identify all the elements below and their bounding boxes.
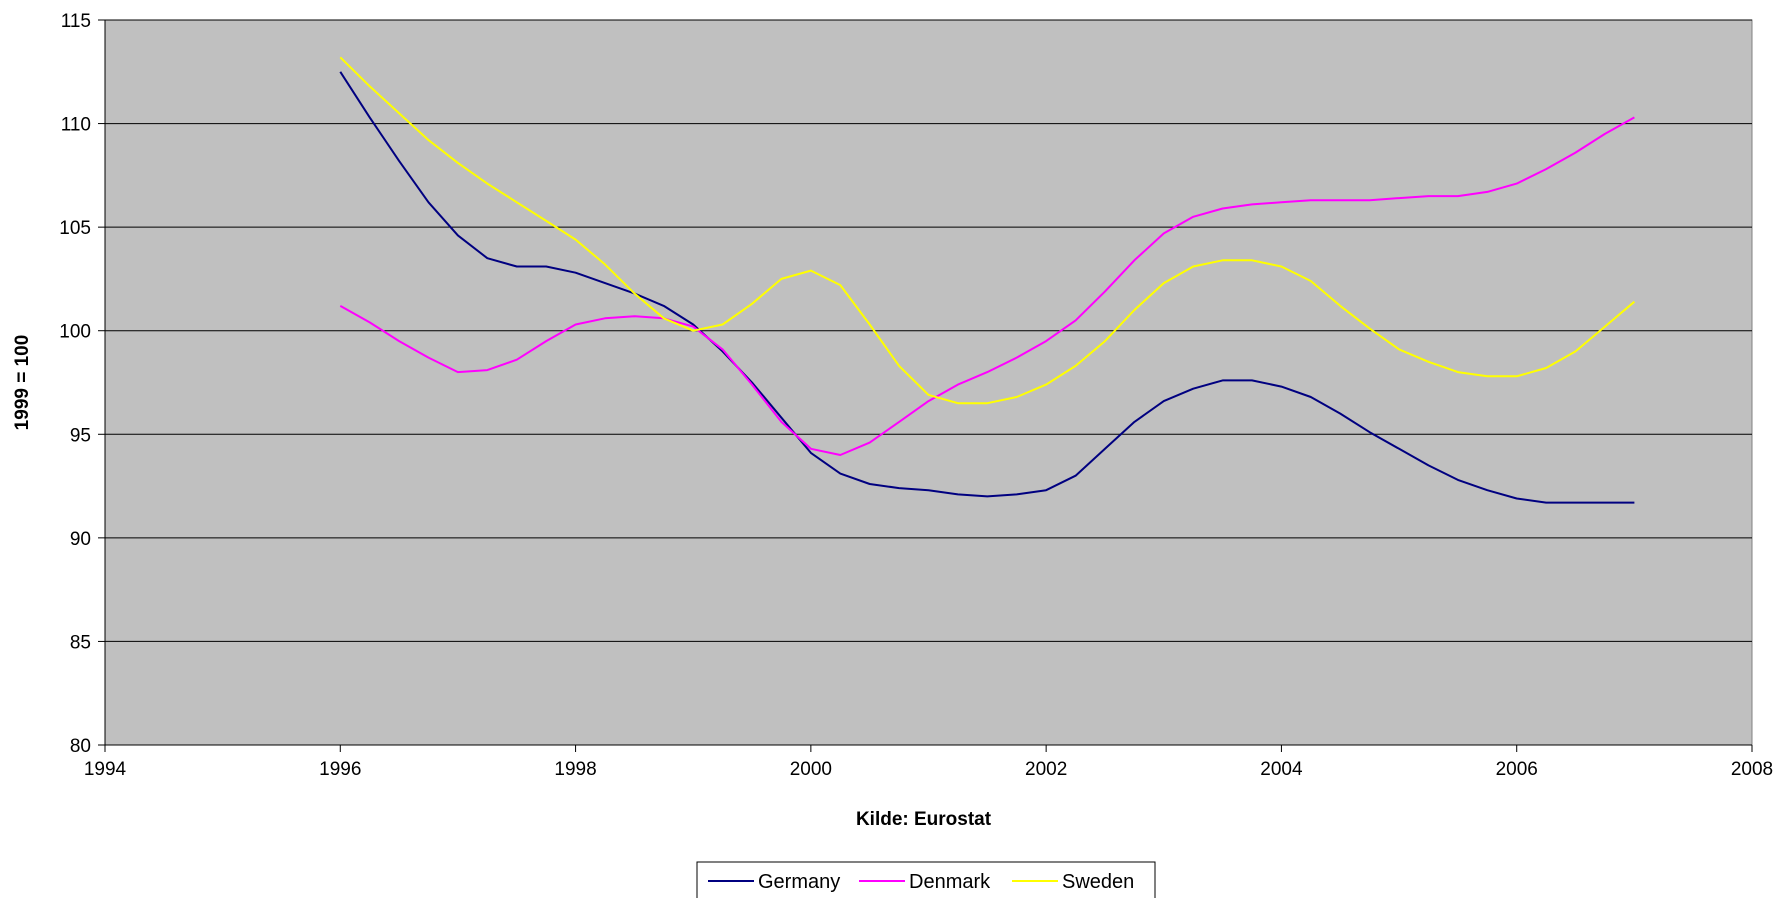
x-tick-label: 2006: [1496, 759, 1538, 780]
y-tick-label: 115: [61, 11, 91, 32]
y-axis: 80 85 90 95 100 105 110 115: [59, 11, 106, 757]
legend: Germany Denmark Sweden: [696, 861, 1156, 898]
x-axis: 1994 1996 1998 2000 2002 2004 2006 2008: [84, 744, 1773, 780]
plot-area: [104, 19, 1753, 746]
y-tick-label: 95: [70, 425, 91, 446]
y-tick-label: 85: [70, 632, 91, 653]
x-tick-label: 1998: [554, 759, 596, 780]
series-lines: [339, 56, 1636, 504]
x-tick-label: 1994: [84, 759, 127, 780]
x-tick-label: 2004: [1260, 759, 1303, 780]
y-tick-label: 105: [59, 218, 91, 239]
series-line-sweden: [339, 56, 1636, 405]
x-tick-label: 2002: [1025, 759, 1067, 780]
gridlines: [105, 19, 1752, 642]
y-axis-title: 1999 = 100: [12, 335, 33, 431]
x-tick-label: 2008: [1731, 759, 1773, 780]
x-tick-label: 1996: [319, 759, 361, 780]
legend-label-sweden: Sweden: [1062, 871, 1134, 893]
x-axis-title: Kilde: Eurostat: [856, 809, 992, 830]
y-tick-label: 90: [70, 529, 91, 550]
y-tick-label: 110: [61, 115, 91, 136]
series-line-germany: [339, 71, 1635, 504]
legend-label-denmark: Denmark: [909, 871, 991, 893]
legend-label-germany: Germany: [758, 871, 840, 893]
x-tick-label: 2000: [790, 759, 832, 780]
series-line-denmark: [339, 116, 1635, 456]
y-tick-label: 80: [70, 736, 91, 757]
y-tick-label: 100: [59, 322, 91, 343]
legend-box: [696, 861, 1156, 898]
